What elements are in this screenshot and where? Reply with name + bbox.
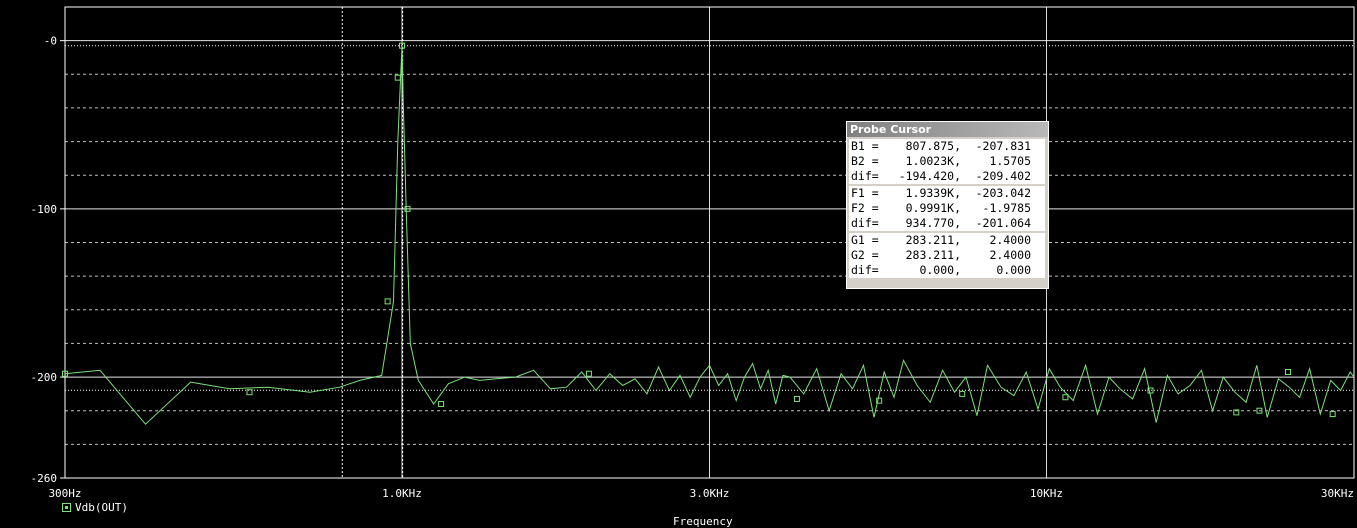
probe-cursor-row: F1 = 1.9339K, -203.042 [851,186,1043,201]
series-marker [246,389,253,396]
probe-label: F1 = [851,186,879,200]
x-tick-label: 3.0KHz [690,487,730,500]
probe-cursor-row: B1 = 807.875, -207.831 [851,139,1043,154]
series-marker-icon [62,503,71,512]
probe-cursor-row: dif= 934.770, -201.064 [851,216,1043,231]
probe-v1: -194.420, [898,169,961,183]
series-marker [1285,369,1292,376]
probe-cursor-row: dif= -194.420, -209.402 [851,169,1043,184]
probe-cursor-group: F1 = 1.9339K, -203.042 F2 = 0.9991K, -1.9785 d… [849,186,1045,231]
probe-v1: 283.211, [905,233,961,247]
probe-label: dif= [851,169,879,183]
series-line-vdb-out [64,45,1355,425]
probe-v1: 934.770, [905,216,961,230]
probe-cursor-readout: B1 = 807.875, -207.831 B2 = 1.0023K, 1.5705 di… [847,139,1048,278]
probe-cursor-group: B1 = 807.875, -207.831 B2 = 1.0023K, 1.5705 di… [849,139,1045,184]
y-tick-label: -260 [31,472,58,485]
probe-v1: 1.9339K, [905,186,961,200]
series-marker [384,298,391,305]
probe-cursor-group: G1 = 283.211, 2.4000 G2 = 283.211, 2.4000 dif=… [849,233,1045,278]
probe-v1: 807.875, [905,139,961,153]
probe-cursor-row: B2 = 1.0023K, 1.5705 [851,154,1043,169]
series-marker [793,395,800,402]
probe-label: dif= [851,263,879,277]
x-tick-label: 1.0KHz [382,487,422,500]
series-marker [1147,387,1154,394]
x-tick-label: 10KHz [1030,487,1063,500]
series-marker [1233,409,1240,416]
probe-v1: 0.9991K, [905,201,961,215]
probe-v2: -209.402 [975,169,1031,183]
series-marker [1256,407,1263,414]
probe-cursor-row: F2 = 0.9991K, -1.9785 [851,201,1043,216]
probe-v1: 283.211, [905,248,961,262]
x-tick-label: 30KHz [1321,487,1354,500]
probe-label: B2 = [851,154,879,168]
series-marker [1062,394,1069,401]
probe-label: G2 = [851,248,879,262]
series-marker [404,205,411,212]
probe-v2: 2.4000 [989,233,1031,247]
probe-v2: -201.064 [975,216,1031,230]
probe-v2: -207.831 [975,139,1031,153]
series-marker [585,370,592,377]
probe-v2: 0.000 [996,263,1031,277]
series-marker [876,397,883,404]
probe-cursor-title[interactable]: Probe Cursor [847,122,1048,137]
series-marker [394,74,401,81]
probe-v1: 1.0023K, [905,154,961,168]
x-axis-title: Frequency [673,515,733,528]
probe-label: F2 = [851,201,879,215]
probe-label: dif= [851,216,879,230]
series-marker [438,400,445,407]
probe-cursor-row: G1 = 283.211, 2.4000 [851,233,1043,248]
probe-v2: -1.9785 [982,201,1031,215]
series-marker [1329,411,1336,418]
probe-v2: 2.4000 [989,248,1031,262]
probe-cursor-row: G2 = 283.211, 2.4000 [851,248,1043,263]
probe-cursor-row: dif= 0.000, 0.000 [851,263,1043,278]
y-tick-label: -200 [31,371,58,384]
series-marker [62,370,68,377]
probe-cursor-window[interactable]: Probe Cursor B1 = 807.875, -207.831 B2 = 1.0… [846,121,1049,289]
legend-label: Vdb(OUT) [75,501,128,514]
y-tick-label: -0 [44,35,57,48]
probe-label: G1 = [851,233,879,247]
y-tick-label: -100 [31,203,58,216]
x-tick-label: 300Hz [48,487,81,500]
probe-v2: -203.042 [975,186,1031,200]
series-marker [398,42,405,49]
legend: Vdb(OUT) [62,501,128,514]
probe-v1: 0.000, [919,263,961,277]
probe-v2: 1.5705 [989,154,1031,168]
series-marker [959,390,966,397]
probe-label: B1 = [851,139,879,153]
